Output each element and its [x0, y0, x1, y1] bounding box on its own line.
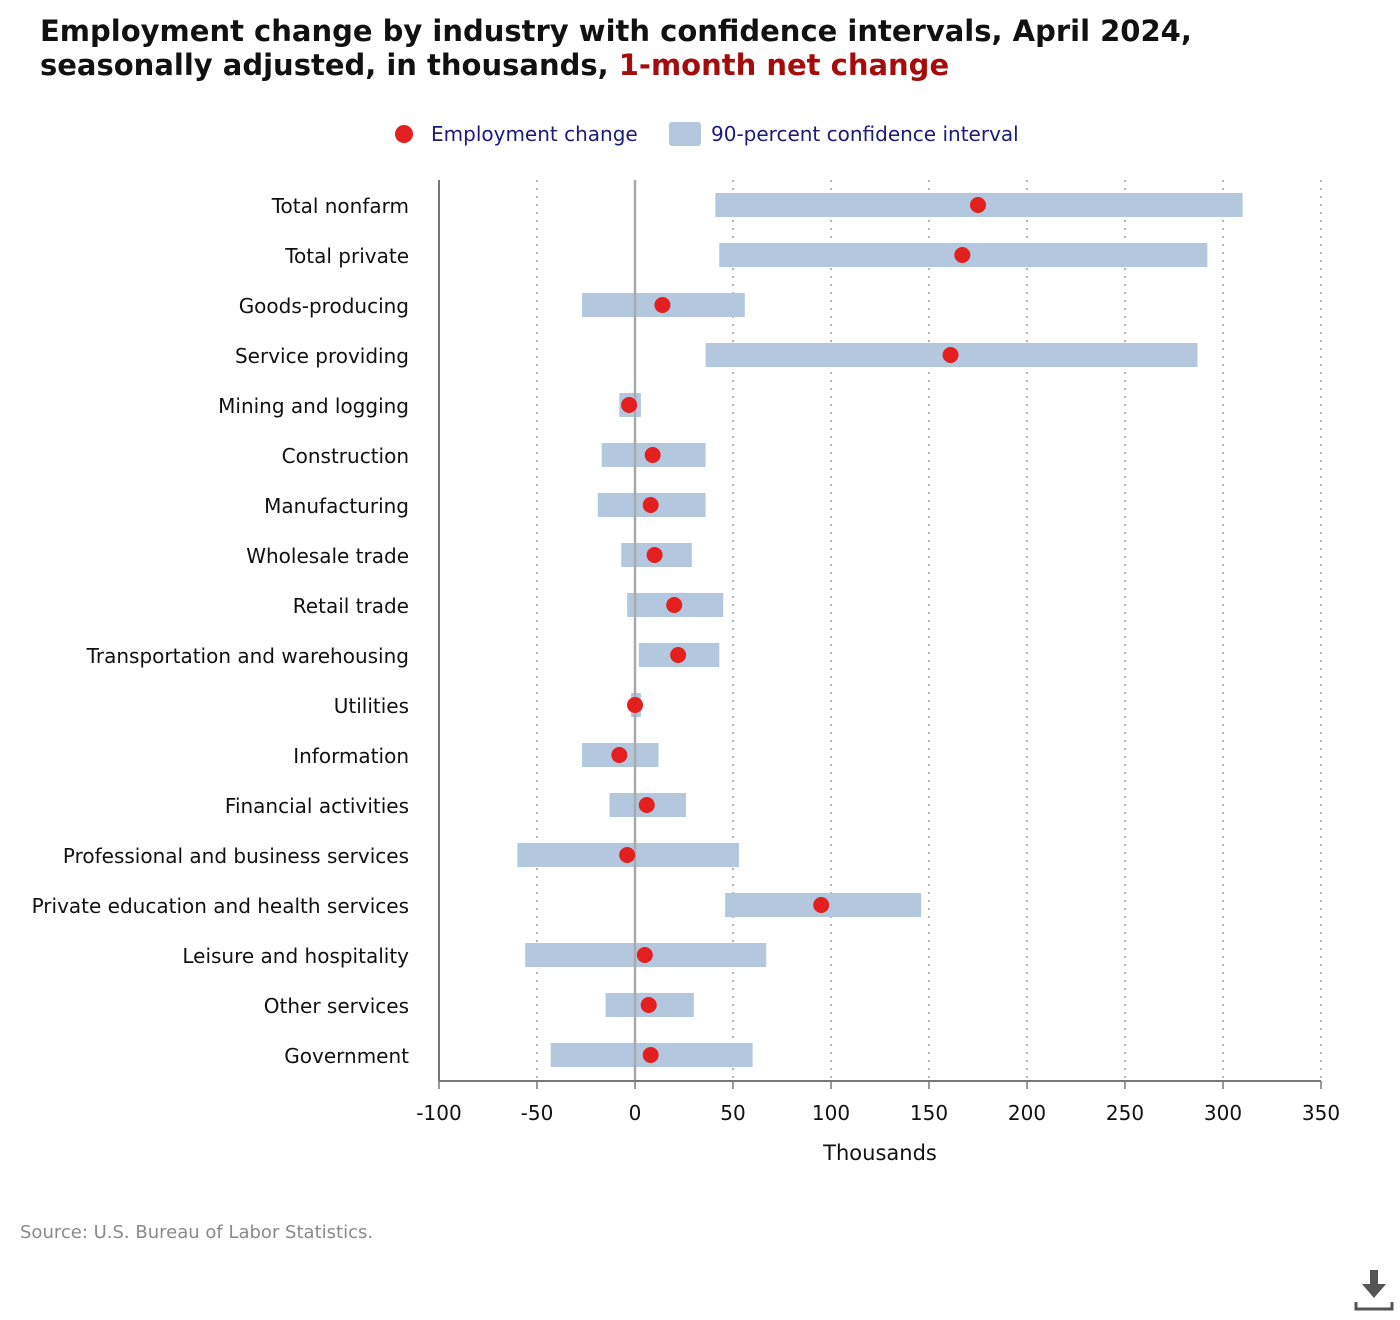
- category-label: Goods-producing: [239, 294, 409, 318]
- chart-legend: Employment change 90-percent confidence …: [0, 118, 1400, 150]
- category-label: Leisure and hospitality: [182, 944, 409, 968]
- employment-change-point: [654, 297, 671, 313]
- chart-title: Employment change by industry with confi…: [40, 14, 1340, 82]
- source-note: Source: U.S. Bureau of Labor Statistics.: [20, 1222, 374, 1243]
- employment-change-point: [640, 997, 657, 1013]
- category-label: Wholesale trade: [246, 544, 409, 568]
- employment-change-point: [611, 747, 628, 763]
- category-label: Other services: [264, 994, 409, 1018]
- x-tick-label: 300: [1204, 1101, 1242, 1125]
- x-tick-label: -100: [416, 1101, 461, 1125]
- chart-title-main: Employment change by industry with confi…: [40, 14, 1192, 82]
- x-tick-label: 200: [1008, 1101, 1046, 1125]
- category-label: Private education and health services: [32, 894, 409, 918]
- x-tick-label: 100: [812, 1101, 850, 1125]
- employment-change-point: [644, 447, 661, 463]
- employment-change-point: [642, 1047, 659, 1063]
- category-label: Government: [284, 1044, 409, 1068]
- x-axis-label: Thousands: [822, 1141, 937, 1165]
- category-label: Service providing: [235, 344, 409, 368]
- category-label: Mining and logging: [218, 394, 409, 418]
- x-tick-label: 0: [629, 1101, 642, 1125]
- x-tick-label: 50: [720, 1101, 745, 1125]
- chart-axes: [438, 180, 1322, 1089]
- x-tick-label: 250: [1106, 1101, 1144, 1125]
- chart-title-highlight: 1-month net change: [618, 48, 950, 82]
- category-label: Transportation and warehousing: [86, 644, 409, 668]
- employment-change-point: [621, 397, 638, 413]
- legend-label-confidence-interval: 90-percent confidence interval: [711, 122, 1019, 146]
- employment-change-point: [646, 547, 663, 563]
- category-label: Retail trade: [293, 594, 409, 618]
- x-tick-label: 350: [1302, 1101, 1340, 1125]
- category-label: Total private: [284, 244, 409, 268]
- legend-item-employment-change: Employment change: [395, 118, 638, 150]
- employment-change-point: [942, 347, 959, 363]
- confidence-interval-bars: [517, 193, 1243, 1067]
- employment-change-point: [670, 647, 687, 663]
- legend-dot-marker: [395, 125, 413, 143]
- category-label: Utilities: [334, 694, 409, 718]
- legend-item-confidence-interval: 90-percent confidence interval: [669, 118, 1019, 150]
- employment-change-point: [970, 197, 986, 213]
- employment-change-point: [627, 697, 643, 713]
- category-label: Professional and business services: [63, 844, 409, 868]
- employment-change-point: [619, 847, 636, 863]
- employment-change-point: [813, 897, 830, 913]
- legend-box-marker: [669, 122, 701, 146]
- x-tick-label: -50: [521, 1101, 554, 1125]
- download-icon[interactable]: [1352, 1268, 1396, 1314]
- employment-change-point: [636, 947, 653, 963]
- category-labels: Total nonfarm Total private Goods-producin…: [32, 194, 410, 1068]
- x-tick-label: 150: [910, 1101, 948, 1125]
- category-label: Financial activities: [225, 794, 409, 818]
- legend-label-employment-change: Employment change: [431, 122, 638, 146]
- employment-change-point: [954, 247, 971, 263]
- dot-plot-chart: Total nonfarm Total private Goods-producin…: [32, 180, 1340, 1165]
- employment-change-point: [642, 497, 659, 513]
- category-label: Information: [293, 744, 409, 768]
- employment-change-points: [611, 197, 986, 1063]
- employment-change-point: [666, 597, 683, 613]
- category-label: Construction: [282, 444, 409, 468]
- employment-change-point: [638, 797, 655, 813]
- x-tick-labels: -100 -50 0 50 100 150 200 250 300 350: [416, 1101, 1340, 1125]
- category-label: Total nonfarm: [271, 194, 409, 218]
- category-label: Manufacturing: [264, 494, 409, 518]
